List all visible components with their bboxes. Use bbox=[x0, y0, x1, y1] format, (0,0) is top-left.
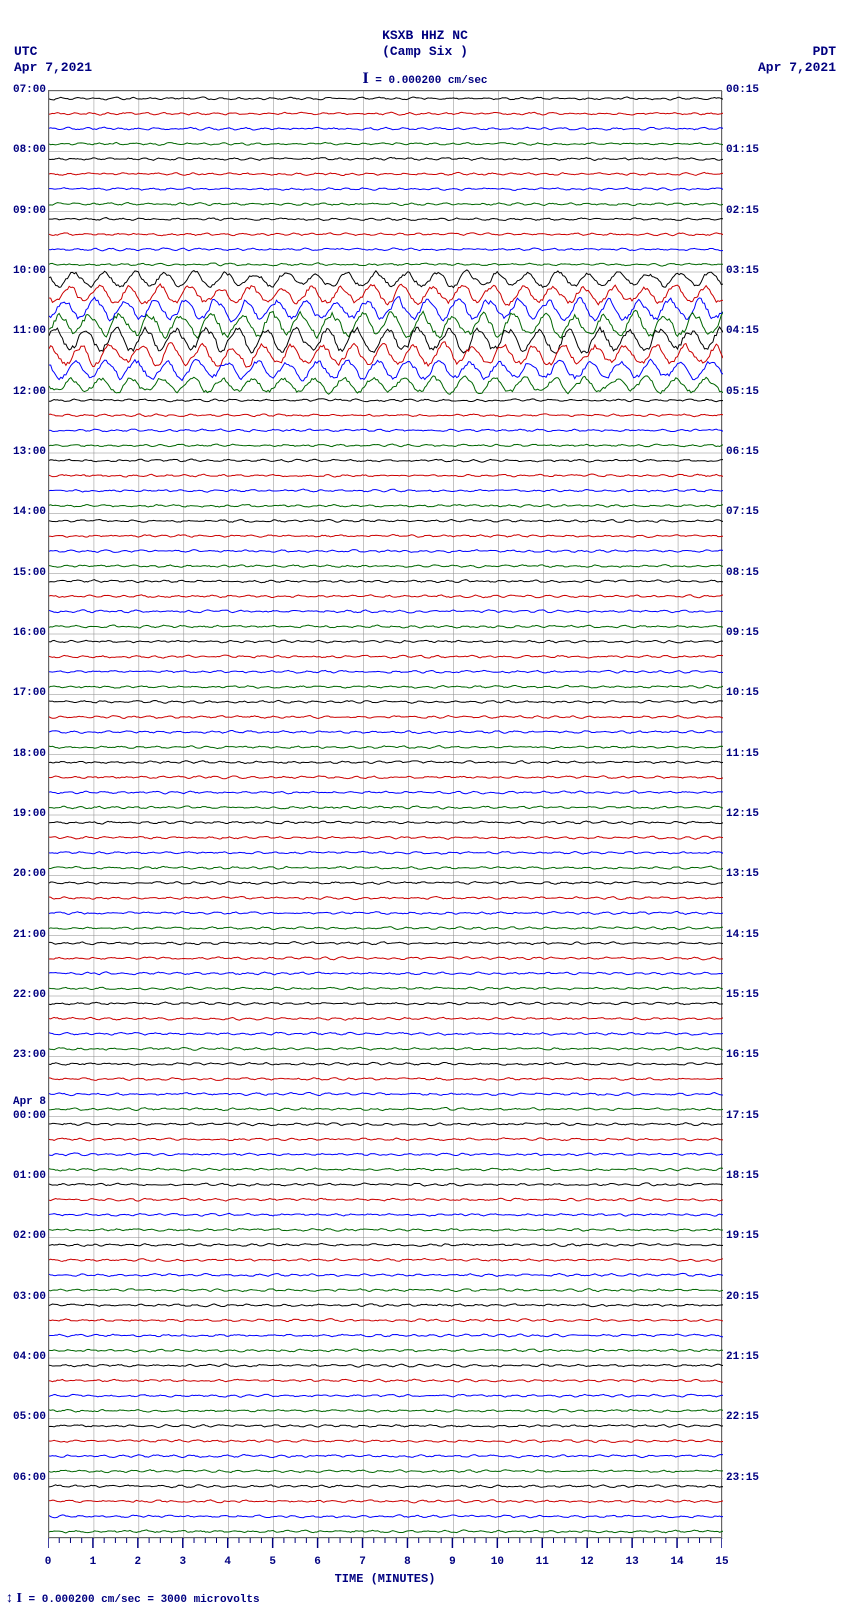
x-tick-label: 9 bbox=[449, 1556, 456, 1568]
right-hour-label: 00:15 bbox=[726, 84, 759, 96]
left-hour-label: 05:00 bbox=[13, 1411, 46, 1423]
right-hour-label: 23:15 bbox=[726, 1472, 759, 1484]
right-hour-label: 05:15 bbox=[726, 386, 759, 398]
left-hour-label: 02:00 bbox=[13, 1230, 46, 1242]
seismogram-svg bbox=[49, 91, 723, 1539]
left-hour-label: 16:00 bbox=[13, 627, 46, 639]
date-left-label: Apr 7,2021 bbox=[14, 60, 92, 75]
left-hour-label: 22:00 bbox=[13, 989, 46, 1001]
right-hour-label: 06:15 bbox=[726, 446, 759, 458]
left-hour-label: 06:00 bbox=[13, 1472, 46, 1484]
right-time-labels: 00:1501:1502:1503:1504:1505:1506:1507:15… bbox=[722, 90, 842, 1538]
x-tick-label: 1 bbox=[90, 1556, 97, 1568]
left-hour-label: 23:00 bbox=[13, 1049, 46, 1061]
right-hour-label: 18:15 bbox=[726, 1170, 759, 1182]
x-axis-title: TIME (MINUTES) bbox=[335, 1572, 436, 1586]
x-axis: 0123456789101112131415 TIME (MINUTES) bbox=[48, 1538, 722, 1588]
scale-value: = 0.000200 cm/sec bbox=[369, 75, 488, 87]
right-hour-label: 10:15 bbox=[726, 687, 759, 699]
left-hour-label: 18:00 bbox=[13, 748, 46, 760]
right-hour-label: 17:15 bbox=[726, 1110, 759, 1122]
right-hour-label: 08:15 bbox=[726, 567, 759, 579]
footer-prefix-icon: ↕ I bbox=[6, 1591, 22, 1606]
x-tick-label: 3 bbox=[179, 1556, 186, 1568]
tz-right-label: PDT bbox=[813, 44, 836, 59]
left-hour-label: 20:00 bbox=[13, 868, 46, 880]
site-subtitle: (Camp Six ) bbox=[0, 44, 850, 59]
x-tick-label: 4 bbox=[224, 1556, 231, 1568]
x-tick-label: 15 bbox=[715, 1556, 728, 1568]
right-hour-label: 03:15 bbox=[726, 265, 759, 277]
x-tick-label: 6 bbox=[314, 1556, 321, 1568]
left-hour-label: 03:00 bbox=[13, 1291, 46, 1303]
left-hour-label: 17:00 bbox=[13, 687, 46, 699]
tz-left-label: UTC bbox=[14, 44, 37, 59]
station-title: KSXB HHZ NC bbox=[0, 28, 850, 43]
footer-text: = 0.000200 cm/sec = 3000 microvolts bbox=[22, 1594, 260, 1606]
x-tick-label: 0 bbox=[45, 1556, 52, 1568]
left-hour-label: 09:00 bbox=[13, 205, 46, 217]
left-time-labels: 07:0008:0009:0010:0011:0012:0013:0014:00… bbox=[0, 90, 48, 1538]
right-hour-label: 11:15 bbox=[726, 748, 759, 760]
left-hour-label: 15:00 bbox=[13, 567, 46, 579]
left-hour-label: 07:00 bbox=[13, 84, 46, 96]
right-hour-label: 01:15 bbox=[726, 144, 759, 156]
right-hour-label: 09:15 bbox=[726, 627, 759, 639]
left-hour-label: 11:00 bbox=[13, 325, 46, 337]
right-hour-label: 22:15 bbox=[726, 1411, 759, 1423]
x-tick-label: 2 bbox=[135, 1556, 142, 1568]
x-tick-label: 7 bbox=[359, 1556, 366, 1568]
left-hour-label: 12:00 bbox=[13, 386, 46, 398]
right-hour-label: 04:15 bbox=[726, 325, 759, 337]
seismogram-plot bbox=[48, 90, 722, 1538]
left-hour-label: 04:00 bbox=[13, 1351, 46, 1363]
left-hour-label: 13:00 bbox=[13, 446, 46, 458]
x-tick-label: 14 bbox=[670, 1556, 683, 1568]
right-hour-label: 20:15 bbox=[726, 1291, 759, 1303]
left-hour-label: 01:00 bbox=[13, 1170, 46, 1182]
left-hour-label: 00:00 bbox=[13, 1110, 46, 1122]
left-hour-label: 19:00 bbox=[13, 808, 46, 820]
right-hour-label: 19:15 bbox=[726, 1230, 759, 1242]
right-hour-label: 15:15 bbox=[726, 989, 759, 1001]
right-hour-label: 13:15 bbox=[726, 868, 759, 880]
footer-scale: ↕ I = 0.000200 cm/sec = 3000 microvolts bbox=[6, 1591, 260, 1607]
right-hour-label: 21:15 bbox=[726, 1351, 759, 1363]
left-hour-label: 10:00 bbox=[13, 265, 46, 277]
x-axis-ticks-svg bbox=[48, 1538, 722, 1556]
left-hour-label: 08:00 bbox=[13, 144, 46, 156]
x-tick-label: 10 bbox=[491, 1556, 504, 1568]
left-hour-label: 14:00 bbox=[13, 506, 46, 518]
x-tick-label: 5 bbox=[269, 1556, 276, 1568]
x-tick-label: 12 bbox=[581, 1556, 594, 1568]
date-right-label: Apr 7,2021 bbox=[758, 60, 836, 75]
x-tick-label: 11 bbox=[536, 1556, 549, 1568]
right-hour-label: 16:15 bbox=[726, 1049, 759, 1061]
midnight-date-label: Apr 8 bbox=[13, 1096, 46, 1108]
right-hour-label: 12:15 bbox=[726, 808, 759, 820]
x-tick-label: 8 bbox=[404, 1556, 411, 1568]
right-hour-label: 02:15 bbox=[726, 205, 759, 217]
left-hour-label: 21:00 bbox=[13, 929, 46, 941]
scale-indicator: I = 0.000200 cm/sec bbox=[362, 70, 487, 88]
right-hour-label: 14:15 bbox=[726, 929, 759, 941]
x-tick-label: 13 bbox=[626, 1556, 639, 1568]
right-hour-label: 07:15 bbox=[726, 506, 759, 518]
